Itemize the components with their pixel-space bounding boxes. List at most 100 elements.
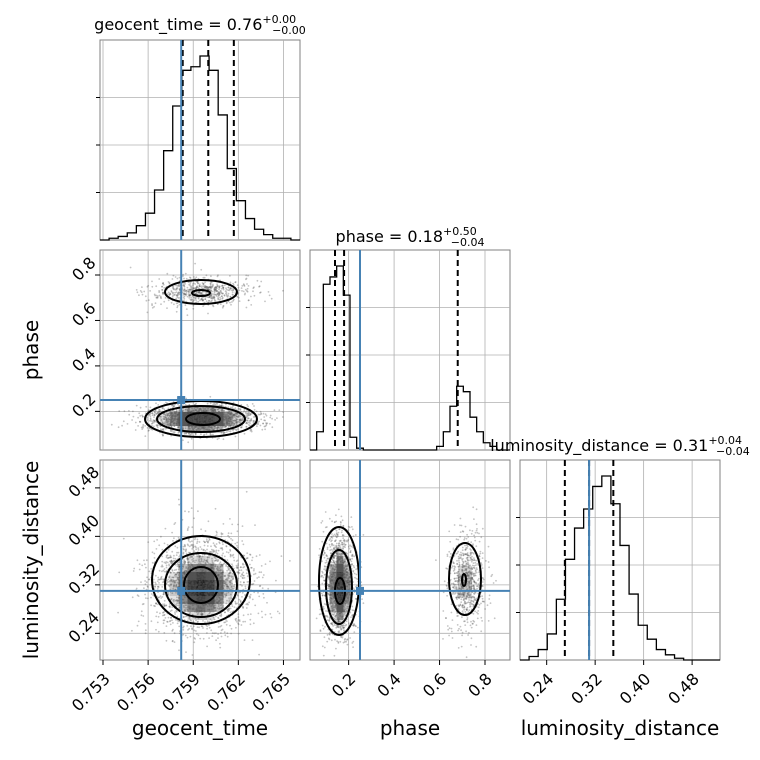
- sample-point: [157, 424, 159, 427]
- sample-point: [174, 294, 176, 296]
- sample-point: [224, 595, 227, 598]
- sample-point: [215, 632, 217, 634]
- sample-point: [205, 274, 208, 277]
- sample-point: [276, 610, 279, 613]
- sample-point: [199, 291, 202, 294]
- sample-point: [229, 611, 232, 614]
- sample-point: [173, 425, 176, 427]
- sample-point: [173, 632, 176, 635]
- sample-point: [218, 594, 221, 596]
- sample-point: [194, 610, 196, 613]
- sample-point: [192, 579, 195, 582]
- sample-point: [186, 290, 189, 293]
- sample-point: [346, 585, 348, 587]
- sample-point: [253, 409, 256, 411]
- sample-point: [210, 592, 213, 595]
- sample-point: [172, 405, 175, 408]
- sample-point: [196, 285, 199, 288]
- sample-point: [171, 278, 174, 280]
- sample-point: [156, 580, 159, 582]
- sample-point: [353, 555, 356, 558]
- sample-point: [147, 541, 150, 543]
- sample-point: [210, 293, 213, 295]
- sample-point: [225, 302, 228, 305]
- sample-point: [238, 418, 241, 421]
- sample-point: [322, 654, 325, 657]
- density-cell: [178, 419, 188, 426]
- sample-point: [150, 620, 153, 623]
- sample-point: [169, 623, 172, 626]
- sample-point: [206, 593, 208, 596]
- sample-point: [212, 284, 214, 287]
- sample-point: [198, 607, 201, 610]
- sample-point: [182, 633, 185, 636]
- sample-point: [210, 294, 213, 297]
- sample-point: [214, 288, 217, 291]
- sample-point: [210, 416, 213, 418]
- sample-point: [215, 418, 218, 421]
- sample-point: [158, 596, 161, 599]
- sample-point: [223, 418, 225, 421]
- sample-point: [149, 417, 152, 420]
- sample-point: [246, 552, 249, 554]
- sample-point: [198, 610, 201, 613]
- sample-point: [205, 618, 208, 620]
- sample-point: [331, 520, 333, 523]
- sample-point: [188, 412, 191, 414]
- sample-point: [203, 286, 206, 289]
- sample-point: [193, 276, 195, 278]
- sample-point: [353, 631, 356, 633]
- sample-point: [176, 415, 178, 417]
- sample-point: [236, 593, 239, 596]
- sample-point: [206, 296, 209, 298]
- sample-point: [189, 286, 192, 288]
- sample-point: [207, 296, 210, 299]
- density-cell: [205, 604, 215, 612]
- sample-point: [251, 403, 254, 405]
- sample-point: [227, 415, 230, 418]
- sample-point: [219, 296, 221, 299]
- sample-point: [253, 580, 256, 582]
- sample-point: [250, 295, 252, 298]
- sample-point: [242, 607, 245, 609]
- sample-point: [232, 287, 234, 290]
- sample-point: [183, 289, 186, 292]
- sample-point: [219, 303, 222, 306]
- sample-point: [224, 425, 227, 428]
- sample-point: [187, 293, 190, 296]
- sample-point: [233, 584, 236, 586]
- sample-point: [178, 426, 181, 429]
- sample-point: [236, 541, 239, 544]
- sample-point: [225, 551, 228, 553]
- sample-point: [187, 559, 189, 561]
- sample-point: [216, 275, 219, 278]
- density-cell: [205, 572, 215, 580]
- sample-point: [151, 420, 154, 423]
- sample-point: [211, 299, 213, 302]
- sample-point: [220, 572, 222, 575]
- sample-point: [182, 289, 185, 292]
- sample-point: [246, 422, 249, 425]
- sample-point: [144, 593, 147, 596]
- density-cell: [223, 596, 233, 604]
- sample-point: [195, 603, 198, 606]
- sample-point: [196, 281, 199, 284]
- sample-point: [245, 425, 248, 428]
- sample-point: [187, 566, 190, 569]
- sample-point: [232, 417, 234, 419]
- sample-point: [190, 298, 193, 301]
- sample-point: [175, 297, 178, 300]
- sample-point: [154, 605, 156, 608]
- sample-point: [192, 287, 195, 289]
- sample-point: [229, 281, 232, 284]
- sample-point: [182, 545, 185, 548]
- density-cell: [169, 419, 179, 426]
- sample-point: [229, 550, 232, 552]
- sample-point: [191, 540, 193, 543]
- sample-point: [202, 620, 204, 622]
- sample-point: [173, 288, 175, 291]
- sample-point: [229, 275, 231, 277]
- sample-point: [281, 416, 284, 418]
- sample-point: [228, 423, 231, 425]
- sample-point: [226, 578, 229, 580]
